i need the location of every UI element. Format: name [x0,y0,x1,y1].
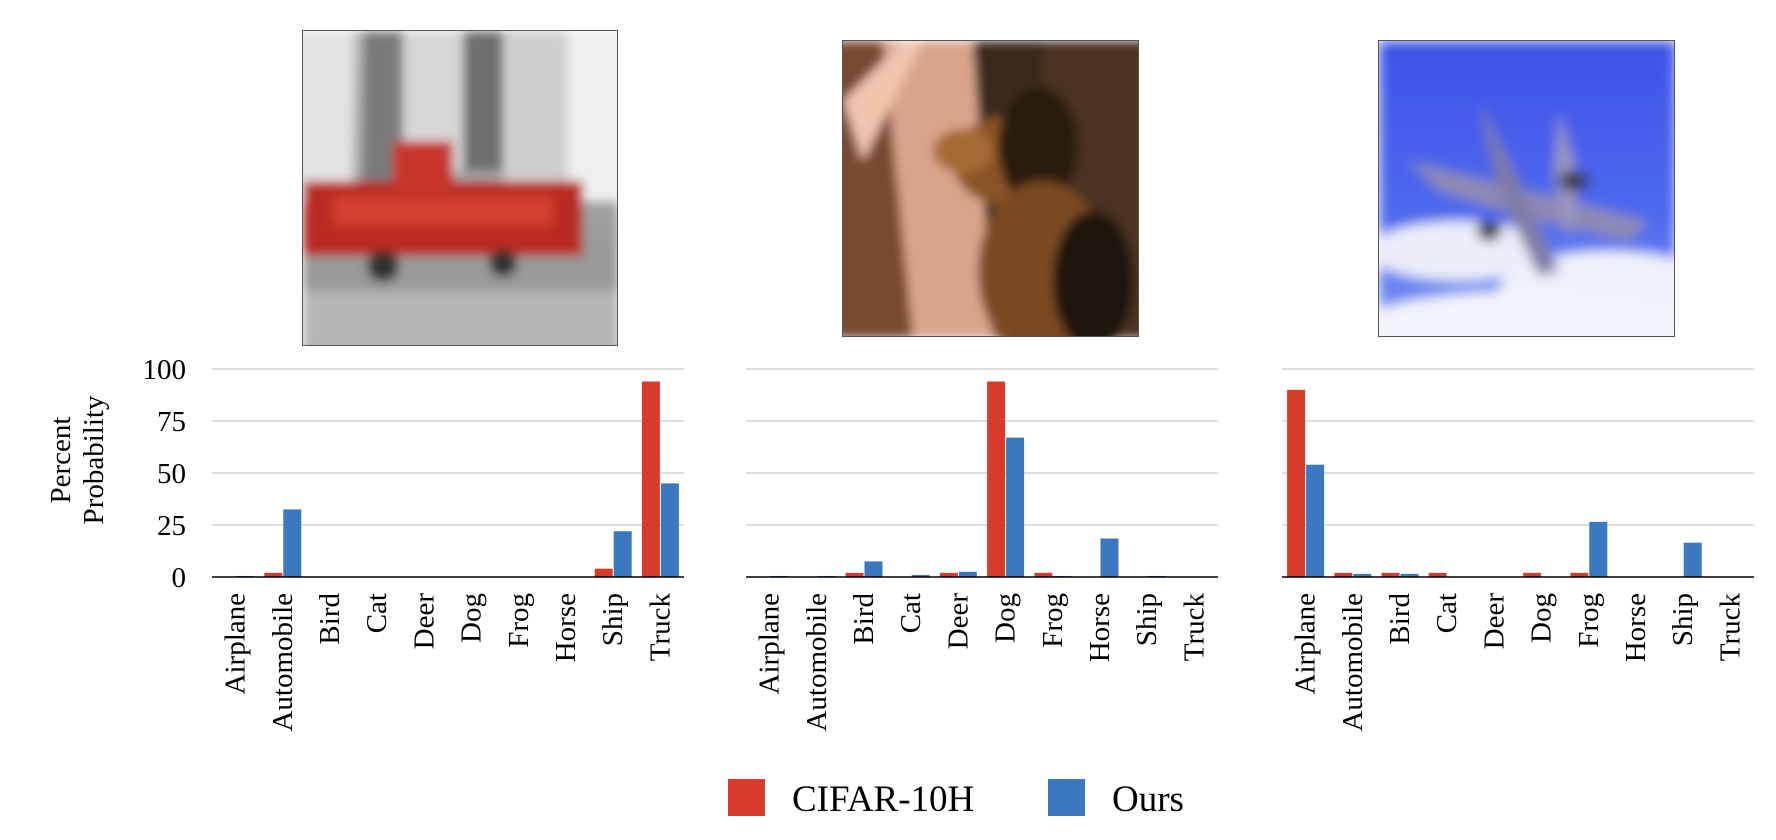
x-tick-label-cat: Cat [895,593,927,633]
image-dog [842,40,1139,337]
legend: CIFAR-10H Ours [728,779,1184,820]
bar-chart-panel-1: 0 25 50 75 100 Airplane Automobile Bird Cat Deer D… [143,354,684,732]
bar-ours-ship [1683,542,1702,577]
x-tick-label-dog: Dog [1526,593,1558,643]
x-tick-label-truck: Truck [1714,593,1746,662]
x-tick-label-bird: Bird [1384,593,1416,645]
x-tick-label-ship: Ship [597,593,629,646]
x-tick-label-cat: Cat [361,593,393,633]
x-tick-label-truck: Truck [1178,593,1210,662]
x-tick-label-deer: Deer [942,593,974,650]
x-tick-label-frog: Frog [1573,593,1605,648]
legend-label-cifar10h: CIFAR-10H [792,779,974,820]
x-tick-label-deer: Deer [408,593,440,650]
bar-cifar10h-automobile [264,572,283,577]
legend-swatch-ours [1048,779,1085,816]
x-tick-label-automobile: Automobile [801,593,833,732]
bar-cifar10h-dog [987,381,1006,577]
x-tick-label-automobile: Automobile [267,593,299,732]
bar-cifar10h-bird [845,572,864,577]
x-tick-label-cat: Cat [1431,593,1463,633]
bar-ours-automobile [1353,573,1372,577]
bar-ours-ship [613,531,632,577]
x-tick-label-dog: Dog [990,593,1022,643]
y-tick-label: 75 [157,406,186,438]
x-tick-label-airplane: Airplane [220,593,252,694]
bar-cifar10h-frog [1570,572,1589,577]
x-tick-label-airplane: Airplane [1290,593,1322,694]
bar-ours-truck [660,483,679,577]
bar-ours-horse [1100,538,1119,577]
x-tick-label-frog: Frog [1037,593,1069,648]
bar-ours-cat [911,574,930,577]
bar-chart-panel-2: Airplane Automobile Bird Cat Deer Dog Frog Hors… [746,368,1218,732]
y-axis-label-line2: Probability [78,395,110,524]
x-tick-label-horse: Horse [1620,593,1652,662]
bar-cifar10h-airplane [1287,389,1306,577]
legend-label-ours: Ours [1112,779,1184,820]
x-tick-label-truck: Truck [644,593,676,662]
bar-ours-airplane [1306,464,1325,577]
bar-ours-automobile [283,509,302,577]
y-axis-label-line1: Percent [45,417,77,504]
x-tick-label-airplane: Airplane [754,593,786,694]
x-tick-label-horse: Horse [1084,593,1116,662]
bar-ours-dog [1006,437,1025,577]
bar-cifar10h-dog [1523,572,1542,577]
x-tick-label-bird: Bird [848,593,880,645]
bar-cifar10h-ship [594,568,613,577]
x-tick-label-automobile: Automobile [1337,593,1369,732]
bar-cifar10h-deer [939,572,958,577]
x-tick-label-ship: Ship [1131,593,1163,646]
bar-chart-panel-3: Airplane Automobile Bird Cat Deer Dog Frog Hors… [1282,368,1754,732]
x-tick-label-bird: Bird [314,593,346,645]
bar-cifar10h-bird [1381,572,1400,577]
y-tick-label: 50 [157,458,186,490]
bar-cifar10h-automobile [1334,572,1353,577]
y-tick-label: 100 [143,354,187,386]
bar-cifar10h-truck [641,381,660,577]
bar-cifar10h-frog [1034,572,1053,577]
x-tick-label-horse: Horse [550,593,582,662]
y-tick-label: 0 [172,562,187,594]
x-tick-label-dog: Dog [456,593,488,643]
image-airplane [1378,40,1675,337]
bar-ours-frog [1589,521,1608,577]
image-fire-truck [302,30,618,346]
bar-ours-bird [864,561,883,577]
x-tick-label-frog: Frog [503,593,535,648]
bar-ours-bird [1400,573,1419,577]
bar-cifar10h-cat [1428,572,1447,577]
x-tick-label-ship: Ship [1667,593,1699,646]
bar-ours-deer [958,571,977,577]
legend-swatch-cifar10h [728,779,765,816]
x-tick-label-deer: Deer [1478,593,1510,650]
y-tick-label: 25 [157,510,186,542]
